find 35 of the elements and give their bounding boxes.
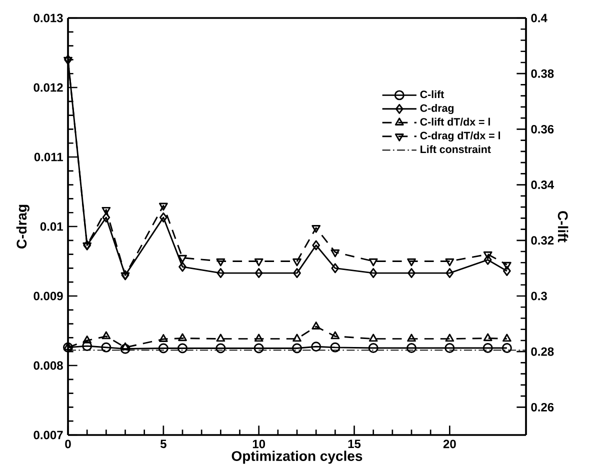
point <box>330 249 340 258</box>
x-axis-title: Optimization cycles <box>232 450 362 464</box>
y2-tick-label: 0.38 <box>531 69 554 78</box>
point <box>331 263 340 274</box>
y2-tick-label: 0.32 <box>531 236 554 245</box>
point <box>484 254 492 265</box>
y2-tick-label: 0.26 <box>531 402 554 412</box>
y-axis-title: C-drag <box>16 204 30 248</box>
y2-tick-label: 0.36 <box>531 124 554 134</box>
x-tick-label: 5 <box>160 440 166 448</box>
y-tick-label: 0.012 <box>34 83 63 92</box>
point <box>312 240 320 250</box>
y-tick-label: 0.009 <box>34 292 63 300</box>
y2-tick-label: 0.28 <box>531 347 554 356</box>
x-tick-label: 0 <box>65 440 71 448</box>
y-tick-label: 0.013 <box>34 14 63 22</box>
point <box>312 225 321 233</box>
point <box>502 266 511 276</box>
y2-axis-title: C-lift <box>558 211 568 242</box>
x-tick-label: 15 <box>348 440 361 448</box>
x-tick-label: 20 <box>443 440 456 448</box>
y2-tick-label: 0.3 <box>531 292 547 300</box>
x-tick-label: 10 <box>252 440 266 448</box>
legend-label: C-lift <box>420 90 444 98</box>
legend-label: C-drag dT/dx = l <box>420 132 500 142</box>
y-tick-label: 0.01 <box>40 222 63 231</box>
legend-label: C-lift dT/dx = l <box>420 118 490 126</box>
y2-tick-label: 0.34 <box>531 180 554 190</box>
y2-tick-label: 0.4 <box>531 14 548 22</box>
y-tick-label: 0.007 <box>34 430 63 440</box>
y-tick-label: 0.008 <box>34 361 63 370</box>
legend-label: Lift constraint <box>420 145 491 154</box>
y-tick-label: 0.011 <box>34 152 63 162</box>
point <box>121 270 130 280</box>
legend-label: C-drag <box>420 104 454 114</box>
